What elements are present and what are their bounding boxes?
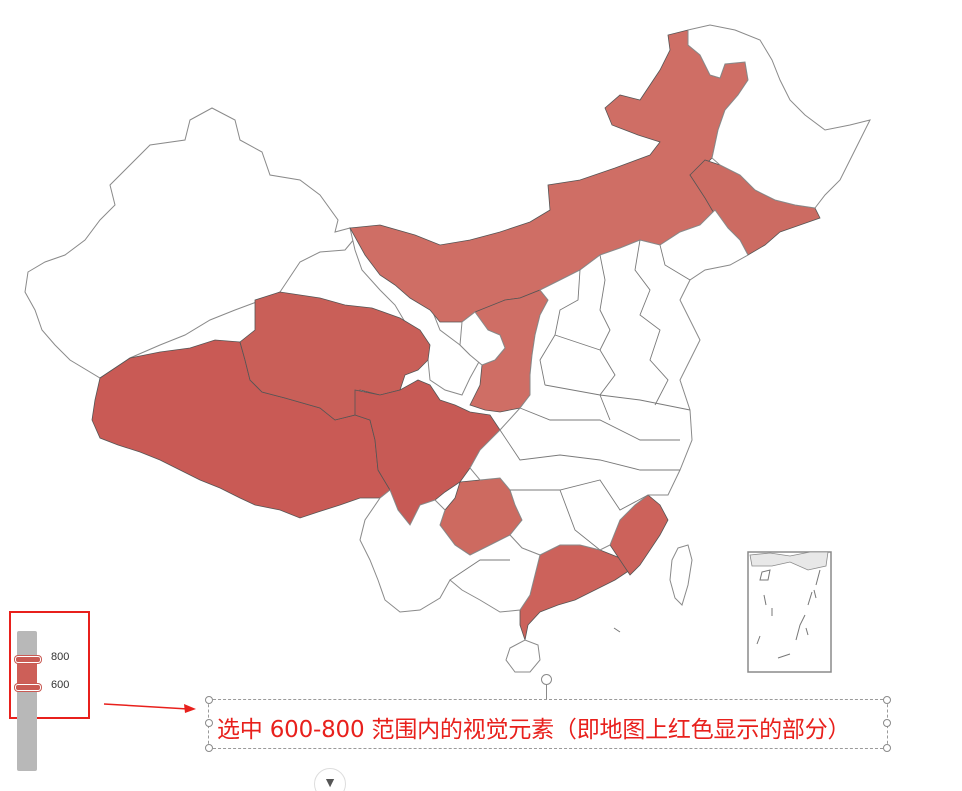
resize-handle-tr[interactable]	[883, 696, 891, 704]
resize-handle-mr[interactable]	[883, 719, 891, 727]
region-hainan[interactable]	[505, 639, 541, 673]
visual-map-label-low: 600	[51, 679, 70, 691]
region-sichuan[interactable]	[354, 379, 501, 526]
region-heilongjiang[interactable]	[687, 24, 871, 209]
region-taiwan[interactable]	[669, 544, 693, 606]
chevron-down-icon[interactable]: ▼	[314, 768, 346, 791]
resize-handle-bl[interactable]	[205, 744, 213, 752]
red-arrow-icon	[103, 703, 196, 713]
annotation-text[interactable]: 选中 600-800 范围内的视觉元素（即地图上红色显示的部分）	[217, 717, 851, 743]
visual-map-selected-range[interactable]	[17, 659, 37, 687]
visual-map-highlight-box	[9, 611, 90, 719]
visual-map-track[interactable]	[17, 631, 37, 771]
rotate-handle-line	[546, 684, 547, 699]
visual-map-handle-low[interactable]	[15, 684, 41, 691]
visual-map-label-high: 800	[51, 651, 70, 663]
visual-map-handle-high[interactable]	[15, 656, 41, 663]
resize-handle-br[interactable]	[883, 744, 891, 752]
region-yunnan-guangxi[interactable]	[359, 489, 541, 613]
region-ningxia[interactable]	[459, 311, 506, 366]
annotation-textbox[interactable]: 选中 600-800 范围内的视觉元素（即地图上红色显示的部分）	[205, 696, 891, 752]
rotate-handle-icon[interactable]	[541, 674, 552, 685]
resize-handle-tl[interactable]	[205, 696, 213, 704]
resize-handle-ml[interactable]	[205, 719, 213, 727]
